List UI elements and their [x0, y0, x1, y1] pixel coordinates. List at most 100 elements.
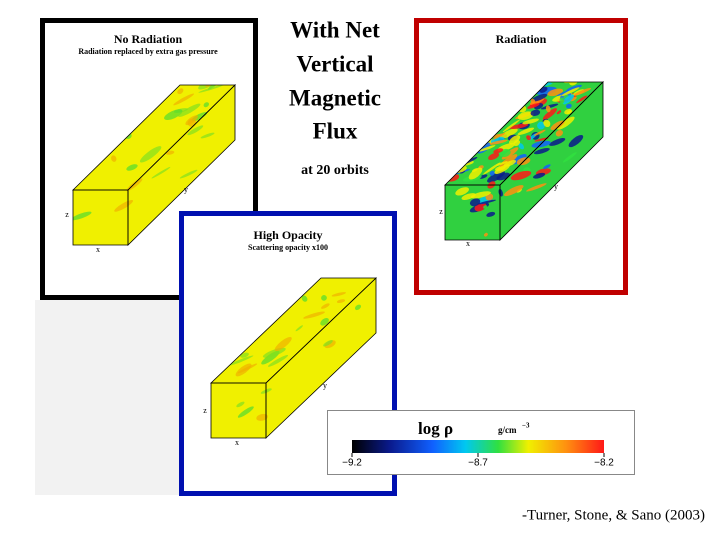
density-feature — [487, 170, 505, 183]
density-feature — [301, 295, 308, 302]
colorbar-unit-exponent: −3 — [522, 422, 530, 430]
density-feature — [518, 143, 524, 150]
density-feature — [492, 132, 506, 140]
density-feature — [530, 98, 536, 104]
colorbar-tick-label: −9.2 — [342, 458, 362, 469]
axis-label: y — [554, 182, 558, 191]
density-feature — [530, 109, 541, 116]
density-feature — [556, 89, 571, 97]
density-feature — [537, 121, 545, 130]
title-line: Magnetic — [289, 85, 381, 110]
density-feature — [323, 340, 333, 347]
axis-label: x — [96, 245, 100, 254]
density-feature — [534, 137, 549, 142]
density-feature — [295, 325, 303, 332]
density-feature — [550, 120, 565, 130]
colorbar-unit: g/cm — [498, 425, 517, 435]
density-feature — [493, 148, 504, 154]
density-feature — [496, 172, 510, 181]
density-feature — [510, 170, 532, 181]
density-feature — [509, 123, 529, 129]
density-feature — [126, 164, 138, 171]
density-feature — [227, 355, 254, 366]
density-feature — [321, 303, 330, 309]
density-feature — [111, 155, 117, 162]
density-feature — [489, 139, 508, 145]
density-feature — [561, 87, 580, 97]
density-feature — [207, 85, 226, 90]
panel-title: No Radiation — [114, 32, 183, 46]
density-feature — [177, 88, 184, 95]
density-feature — [73, 211, 92, 221]
panel-title: Radiation — [496, 32, 547, 46]
density-feature — [562, 152, 577, 163]
density-feature — [496, 161, 508, 166]
density-feature — [542, 108, 557, 120]
density-feature — [533, 147, 550, 155]
box-edge — [444, 184, 501, 241]
colorbar-tick-label: −8.2 — [594, 458, 614, 469]
density-feature — [531, 93, 548, 102]
density-feature — [522, 118, 539, 125]
density-feature — [267, 354, 289, 367]
density-feature — [178, 103, 201, 117]
density-feature — [504, 185, 524, 197]
density-feature — [200, 132, 215, 139]
colorbar-label: log ρ — [418, 419, 453, 438]
axis-label: x — [466, 239, 470, 248]
density-feature — [526, 183, 547, 192]
density-feature — [494, 164, 510, 174]
density-feature — [499, 128, 518, 139]
colorbar — [352, 440, 604, 453]
box-edge — [210, 382, 267, 439]
density-feature — [517, 111, 534, 120]
density-feature — [565, 103, 572, 109]
density-feature — [151, 166, 171, 179]
density-feature — [479, 145, 496, 152]
density-feature — [173, 93, 195, 106]
density-feature — [461, 193, 476, 200]
density-feature — [517, 127, 535, 136]
density-feature — [237, 406, 254, 418]
density-feature — [470, 191, 491, 199]
density-feature — [179, 169, 198, 179]
title-line: Vertical — [296, 51, 373, 76]
density-feature — [303, 311, 325, 319]
density-feature — [262, 347, 286, 358]
density-feature — [527, 103, 540, 109]
density-feature — [545, 105, 551, 113]
density-feature — [240, 352, 249, 358]
panel-subtitle: Scattering opacity x100 — [248, 243, 328, 252]
density-feature — [198, 85, 222, 90]
axis-label: x — [235, 438, 239, 447]
density-feature — [564, 109, 573, 115]
background-panel — [35, 300, 180, 495]
axis-label: z — [439, 207, 443, 216]
density-feature — [164, 109, 183, 121]
density-feature — [526, 135, 531, 141]
density-feature — [187, 125, 204, 136]
density-feature — [486, 211, 496, 217]
subtitle: at 20 orbits — [301, 163, 369, 178]
density-feature — [556, 116, 575, 130]
axis-label: y — [323, 381, 327, 390]
density-feature — [354, 304, 362, 311]
density-feature — [533, 129, 546, 136]
density-feature — [559, 97, 565, 104]
density-feature — [468, 167, 483, 180]
axis-label: z — [203, 406, 207, 415]
axis-label: y — [184, 185, 188, 194]
density-feature — [489, 170, 495, 176]
density-feature — [203, 102, 210, 108]
density-feature — [274, 337, 292, 352]
density-feature — [509, 135, 521, 145]
density-feature — [165, 150, 175, 155]
density-feature — [483, 205, 488, 209]
density-feature — [568, 134, 584, 148]
panel-subtitle: Radiation replaced by extra gas pressure — [78, 47, 218, 56]
title-line: Flux — [313, 118, 358, 143]
title-line: With Net — [290, 17, 380, 42]
density-feature — [556, 110, 562, 115]
density-feature — [455, 187, 469, 196]
density-feature — [500, 139, 510, 146]
